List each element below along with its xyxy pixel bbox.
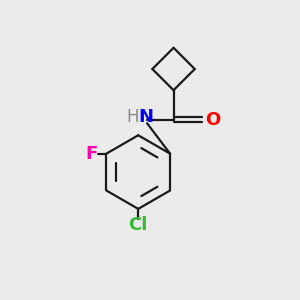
Text: O: O <box>205 111 220 129</box>
Text: Cl: Cl <box>128 216 148 234</box>
Text: H: H <box>127 108 139 126</box>
Text: F: F <box>85 145 98 163</box>
Text: N: N <box>138 108 153 126</box>
